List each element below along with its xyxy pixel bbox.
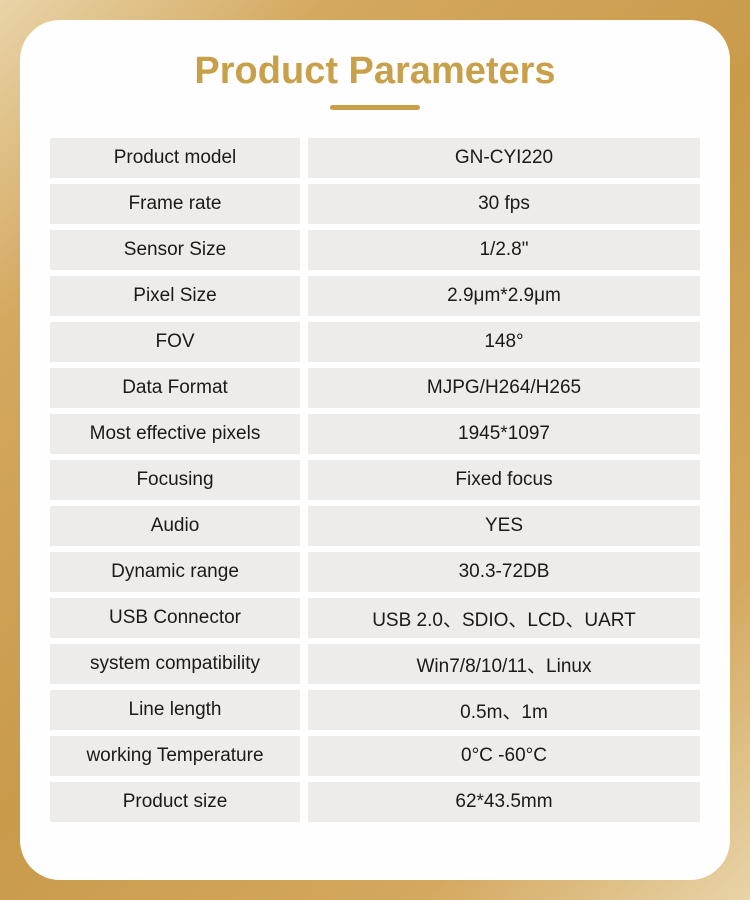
spec-label: Product model	[50, 138, 300, 178]
table-row: Pixel Size2.9μm*2.9μm	[50, 276, 700, 316]
spec-table: Product modelGN-CYI220Frame rate30 fpsSe…	[50, 138, 700, 822]
table-row: Most effective pixels1945*1097	[50, 414, 700, 454]
spec-label: Audio	[50, 506, 300, 546]
table-row: Data FormatMJPG/H264/H265	[50, 368, 700, 408]
spec-value: 1/2.8"	[308, 230, 700, 270]
table-row: Dynamic range30.3-72DB	[50, 552, 700, 592]
spec-label: Data Format	[50, 368, 300, 408]
table-row: Frame rate30 fps	[50, 184, 700, 224]
spec-value: 62*43.5mm	[308, 782, 700, 822]
spec-label: system compatibility	[50, 644, 300, 684]
spec-value: 0°C -60°C	[308, 736, 700, 776]
spec-value: 148°	[308, 322, 700, 362]
background-gradient: Product Parameters Product modelGN-CYI22…	[0, 0, 750, 900]
spec-value: YES	[308, 506, 700, 546]
spec-value: 0.5m、1m	[308, 690, 700, 730]
table-row: Product size62*43.5mm	[50, 782, 700, 822]
spec-value: Win7/8/10/11、Linux	[308, 644, 700, 684]
spec-label: FOV	[50, 322, 300, 362]
spec-value: 30 fps	[308, 184, 700, 224]
title-underline	[330, 105, 420, 110]
spec-label: Sensor Size	[50, 230, 300, 270]
spec-value: MJPG/H264/H265	[308, 368, 700, 408]
spec-label: Pixel Size	[50, 276, 300, 316]
spec-label: working Temperature	[50, 736, 300, 776]
table-row: Product modelGN-CYI220	[50, 138, 700, 178]
spec-label: Focusing	[50, 460, 300, 500]
table-row: FocusingFixed focus	[50, 460, 700, 500]
spec-card: Product Parameters Product modelGN-CYI22…	[20, 20, 730, 880]
spec-label: Frame rate	[50, 184, 300, 224]
spec-label: Dynamic range	[50, 552, 300, 592]
table-row: Sensor Size1/2.8"	[50, 230, 700, 270]
page-title: Product Parameters	[194, 50, 555, 93]
spec-label: Product size	[50, 782, 300, 822]
spec-label: Line length	[50, 690, 300, 730]
spec-value: 30.3-72DB	[308, 552, 700, 592]
spec-label: Most effective pixels	[50, 414, 300, 454]
table-row: working Temperature0°C -60°C	[50, 736, 700, 776]
table-row: system compatibilityWin7/8/10/11、Linux	[50, 644, 700, 684]
table-row: Line length0.5m、1m	[50, 690, 700, 730]
table-row: FOV148°	[50, 322, 700, 362]
spec-label: USB Connector	[50, 598, 300, 638]
spec-value: USB 2.0、SDIO、LCD、UART	[308, 598, 700, 638]
table-row: USB ConnectorUSB 2.0、SDIO、LCD、UART	[50, 598, 700, 638]
table-row: AudioYES	[50, 506, 700, 546]
spec-value: 2.9μm*2.9μm	[308, 276, 700, 316]
spec-value: 1945*1097	[308, 414, 700, 454]
spec-value: GN-CYI220	[308, 138, 700, 178]
spec-value: Fixed focus	[308, 460, 700, 500]
